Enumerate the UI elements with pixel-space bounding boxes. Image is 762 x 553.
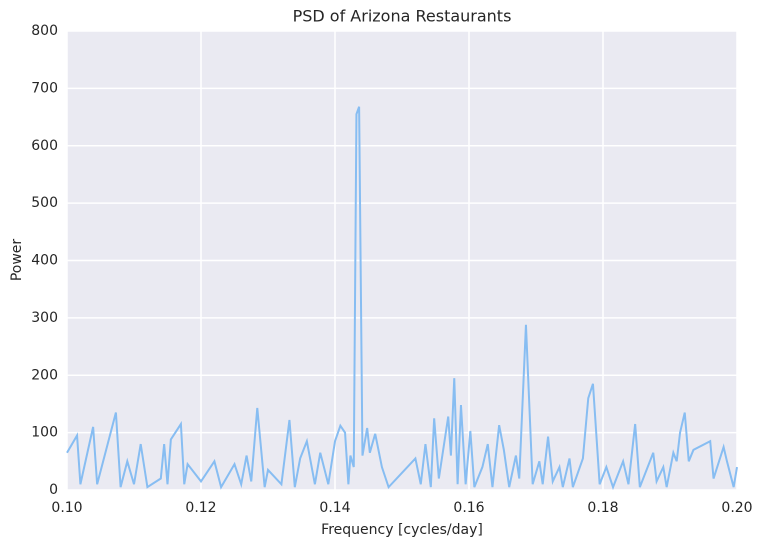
- y-axis-label: Power: [9, 239, 25, 282]
- grid: [66, 30, 738, 491]
- y-tick-label: 600: [31, 138, 58, 154]
- y-tick-label: 300: [31, 310, 58, 326]
- x-tick-label: 0.14: [319, 500, 350, 516]
- y-tick-label: 700: [31, 80, 58, 96]
- x-tick-label: 0.18: [587, 500, 618, 516]
- y-tick-label: 200: [31, 367, 58, 383]
- chart-title: PSD of Arizona Restaurants: [293, 7, 512, 26]
- y-tick-label: 500: [31, 195, 58, 211]
- x-tick-label: 0.20: [721, 500, 752, 516]
- y-tick-label: 800: [31, 23, 58, 39]
- x-tick-label: 0.16: [453, 500, 484, 516]
- line-series: [66, 106, 738, 491]
- y-tick-label: 0: [49, 482, 58, 498]
- y-tick-label: 100: [31, 425, 58, 441]
- x-tick-label: 0.10: [51, 500, 82, 516]
- x-tick-label: 0.12: [185, 500, 216, 516]
- y-tick-label: 400: [31, 253, 58, 269]
- x-axis-label: Frequency [cycles/day]: [321, 522, 483, 538]
